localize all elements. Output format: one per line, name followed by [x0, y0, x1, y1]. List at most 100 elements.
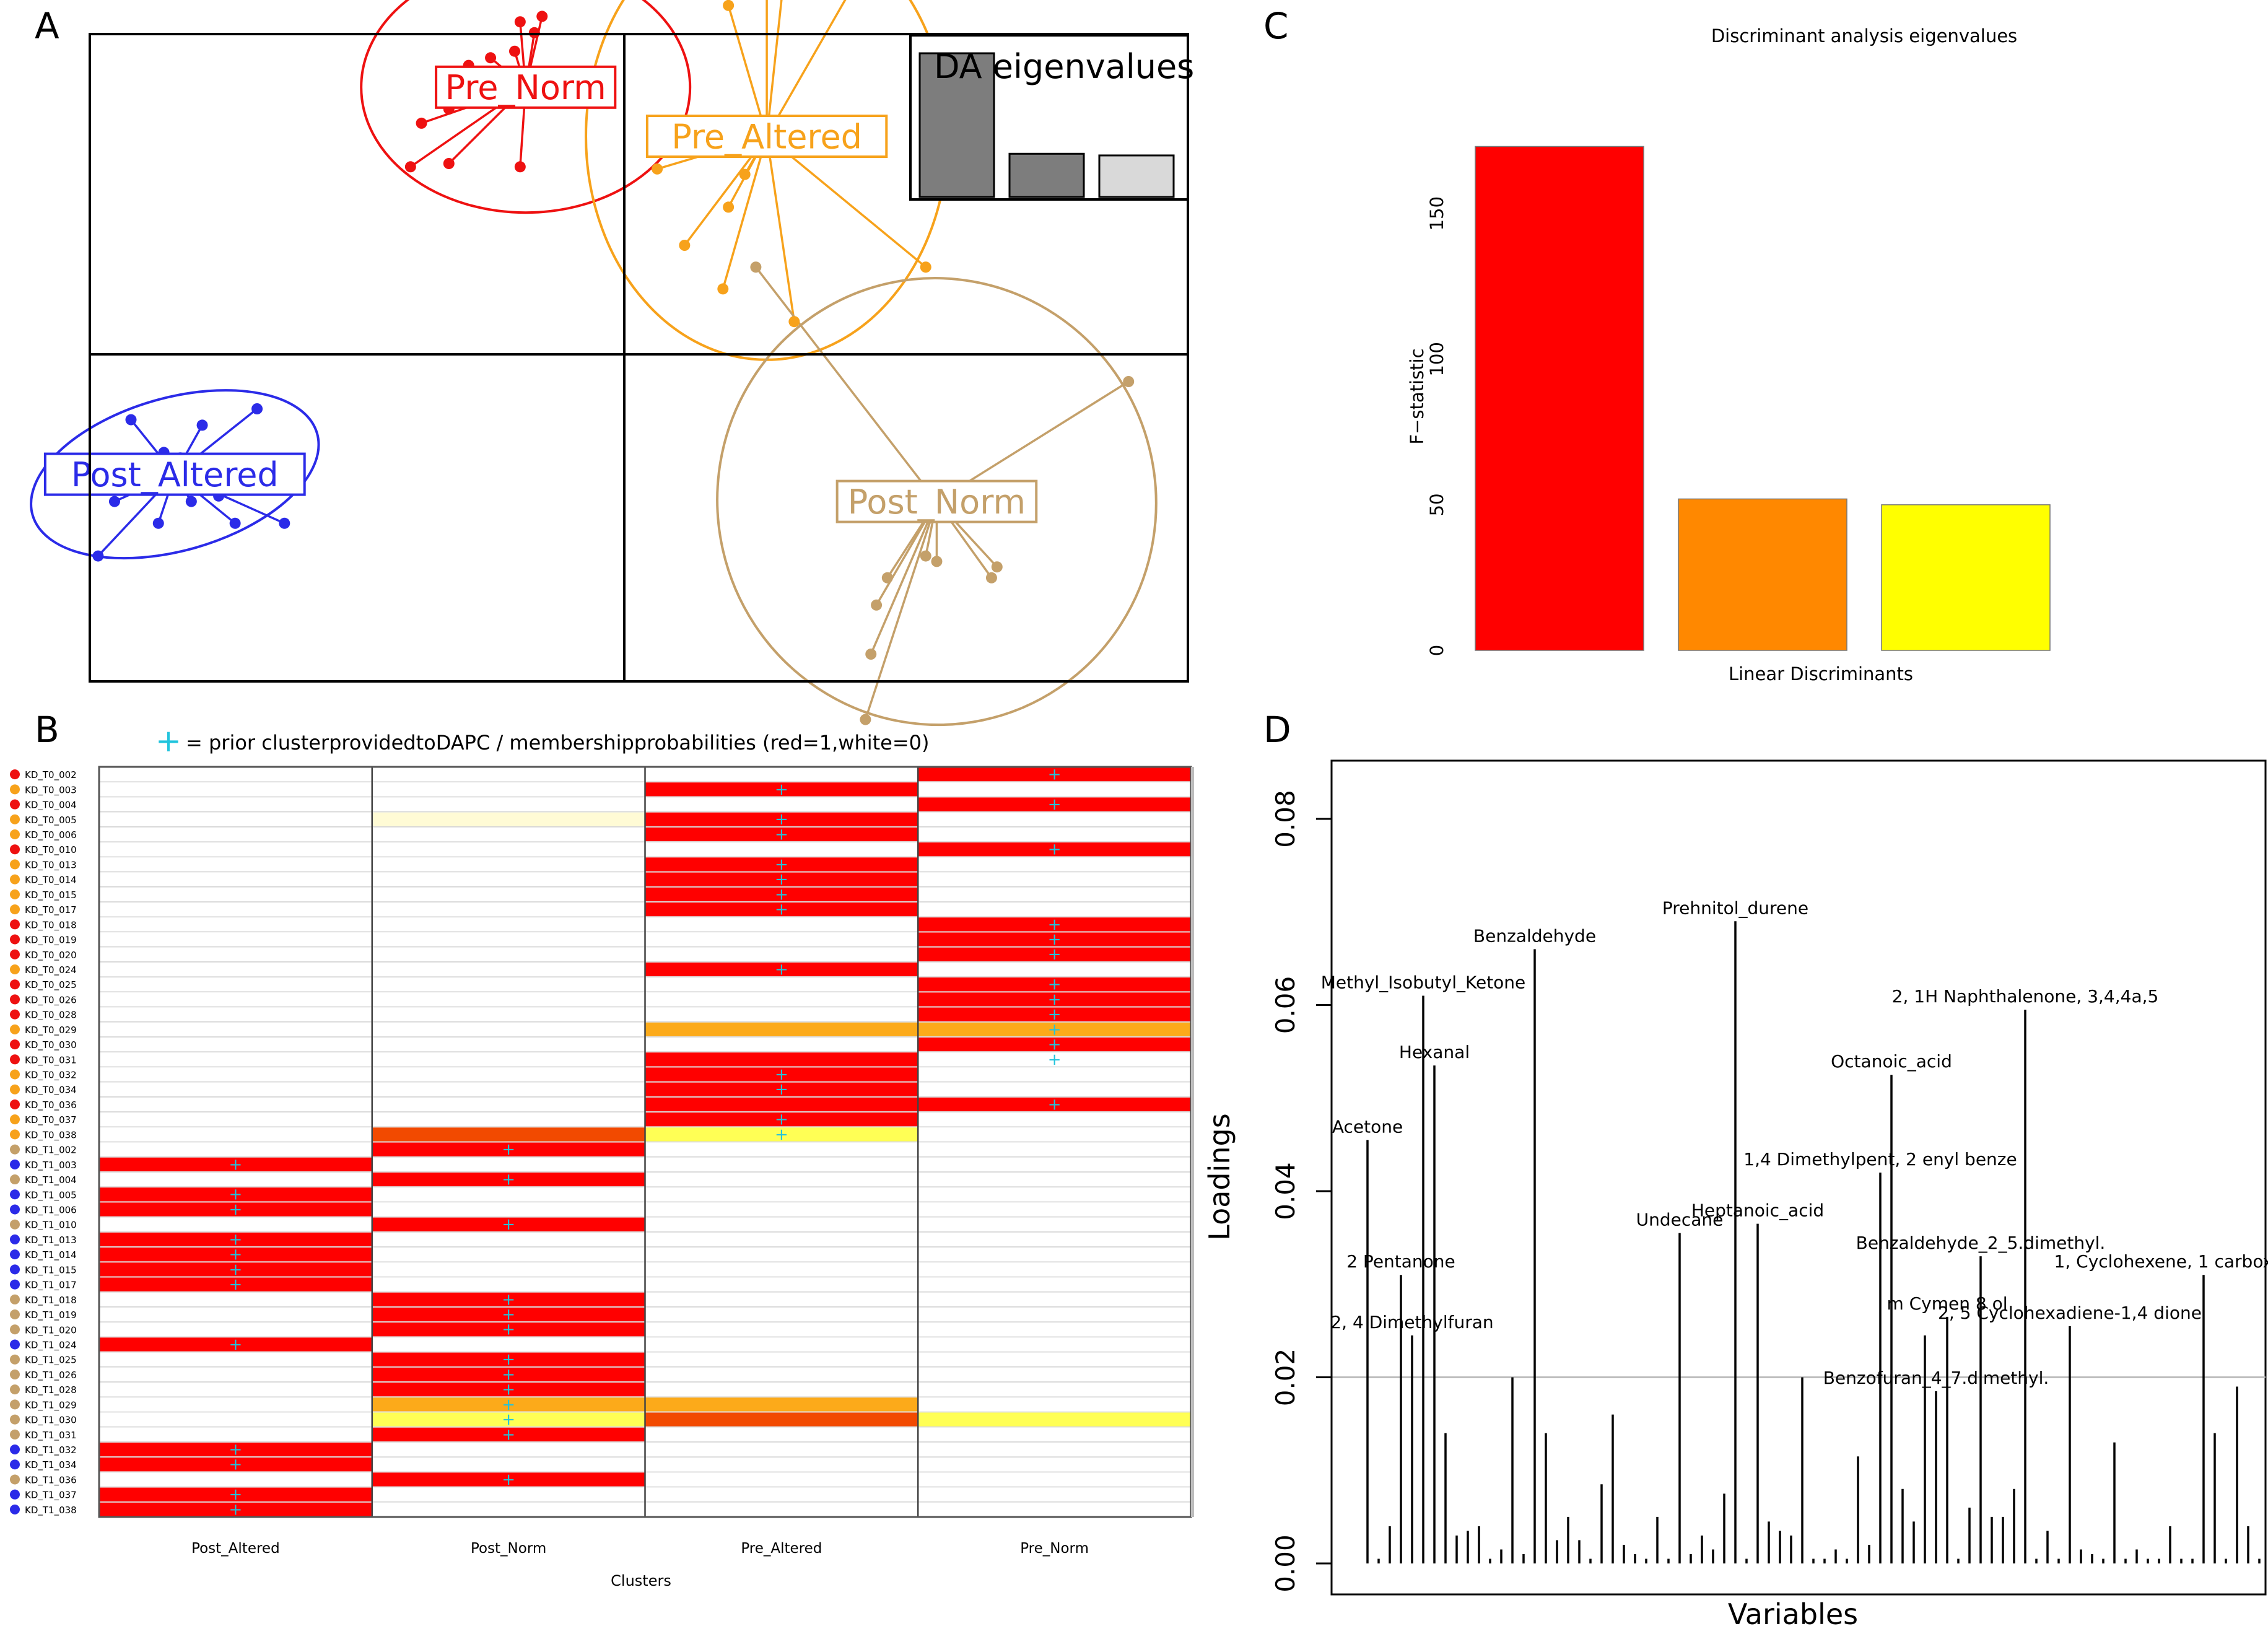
pa-point-pre_altered [717, 283, 729, 295]
pb-row-dot [10, 979, 20, 990]
pb-row-dot [10, 814, 20, 824]
pa-link-pre_altered [765, 135, 927, 268]
pb-row-dot [10, 844, 20, 855]
pb-cell [918, 917, 1191, 932]
pb-cell [645, 827, 918, 842]
pa-point-post_norm [881, 572, 893, 584]
pa-point-pre_norm [528, 27, 540, 38]
pb-row-dot [10, 784, 20, 795]
pc-tick-label: 0 [1426, 645, 1447, 656]
pb-cell [99, 1458, 372, 1472]
panel-label-b: B [35, 709, 59, 751]
pb-prior-marker: + [1048, 841, 1062, 859]
pb-row-label: KD_T0_020 [25, 950, 77, 961]
panel-label-a: A [35, 5, 59, 47]
pb-row-dot [10, 1445, 20, 1455]
pb-prior-marker: + [1048, 1095, 1062, 1114]
pa-ellipse-post_norm [716, 277, 1158, 727]
pa-link-pre_altered [765, 136, 796, 322]
pb-cell [372, 1172, 645, 1187]
pa-point-pre_altered [788, 316, 800, 328]
pb-prior-marker: + [775, 901, 788, 919]
pb-row-label: KD_T1_003 [25, 1160, 77, 1171]
pb-row-label: KD_T1_034 [25, 1459, 77, 1471]
pb-cell [918, 842, 1191, 857]
pb-row-label: KD_T0_014 [25, 875, 77, 886]
pc-bar [1475, 146, 1644, 651]
pb-row-label: KD_T0_030 [25, 1039, 77, 1051]
pa-point-pre_norm [404, 161, 416, 173]
pb-cell [99, 1337, 372, 1352]
pd-annotation: Methyl_Isobutyl_Ketone [1321, 972, 1526, 992]
pb-prior-marker: + [229, 1155, 242, 1174]
pb-prior-marker: + [502, 1471, 515, 1489]
pc-tick-label: 150 [1426, 196, 1447, 230]
pb-row-label: KD_T1_032 [25, 1445, 77, 1456]
pa-label-box-post_altered [43, 452, 306, 496]
panel-d-loadings: Acetone 2 Pentanone 2, 4 Dimethylfuran Meth… [1203, 759, 2268, 1626]
panel-a-scatter: Pre_Norm Pre_Altered Post_Norm Post_Altered… [30, 0, 1194, 727]
pb-cell [372, 1142, 645, 1156]
pa-labels: Pre_Norm Pre_Altered Post_Norm Post_Altered [43, 65, 1038, 523]
pc-y-ticks: 0 50 100 150 [1426, 196, 1447, 656]
pb-plus-marker: + [155, 723, 181, 759]
pa-point-pre_altered [679, 240, 691, 251]
pb-prior-marker: + [229, 1500, 242, 1519]
pb-cell [918, 1097, 1191, 1112]
pa-point-post_norm [750, 261, 762, 273]
pb-row-label: KD_T1_002 [25, 1145, 77, 1156]
pb-row-dot [10, 994, 20, 1005]
pb-prior-marker: + [502, 1215, 515, 1234]
pd-annotation: 2, 4 Dimethylfuran [1330, 1312, 1493, 1332]
pb-row-label: KD_T1_020 [25, 1324, 77, 1336]
pb-row-dot [10, 1054, 20, 1065]
pb-cell [372, 1292, 645, 1306]
panel-c-bar: Discriminant analysis eigenvalues 0 50 100… [1407, 25, 2051, 684]
pc-tick-label: 100 [1426, 342, 1447, 376]
pb-row-dot [10, 1354, 20, 1365]
pb-cell [918, 932, 1191, 946]
pd-ylabel: Loadings [1203, 1113, 1236, 1240]
pb-row-dot [10, 964, 20, 974]
pb-prior-marker: + [229, 1335, 242, 1354]
pb-row-dot [10, 1504, 20, 1515]
pb-row-label: KD_T1_018 [25, 1295, 77, 1306]
pd-annotation: Hexanal [1399, 1042, 1470, 1062]
pb-cell [372, 1397, 645, 1412]
pa-ellipse-post_altered [30, 389, 320, 560]
pb-row-label: KD_T0_017 [25, 904, 77, 916]
pd-y-ticks: 0.00 0.02 0.04 0.06 0.08 [1270, 790, 1333, 1593]
pb-prior-marker: + [502, 1140, 515, 1159]
pb-column-label: Pre_Norm [1020, 1541, 1089, 1557]
pb-prior-marker: + [229, 1230, 242, 1249]
pb-cell [99, 1502, 372, 1516]
pa-point-post_norm [985, 572, 997, 584]
pb-row-dot [10, 1429, 20, 1440]
pb-prior-marker: + [502, 1396, 515, 1414]
panel-b-heatmap: + = prior clusterprovidedtoDAPC / member… [10, 723, 1194, 1589]
panel-label-d: D [1263, 709, 1291, 751]
pd-tick-label: 0.06 [1270, 976, 1301, 1034]
pd-annotation: 2 Pentanone [1346, 1251, 1455, 1272]
pb-cell [918, 797, 1191, 811]
pd-annotation: Benzaldehyde [1473, 925, 1596, 946]
pb-column-labels: Post_Altered Post_Norm Pre_Altered Pre_Norm [191, 1541, 1089, 1557]
pa-point-post_norm [1123, 376, 1135, 387]
pb-row-labels: KD_T0_002 KD_T0_003 KD_T0_004 KD_T0_005 KD_T… [10, 769, 77, 1516]
pb-prior-marker: + [502, 1381, 515, 1399]
pb-prior-marker: + [502, 1410, 515, 1429]
pd-annotation: 1,4 Dimethylpent, 2 enyl benze [1743, 1149, 2017, 1169]
pb-cell [645, 872, 918, 886]
pb-prior-marker: + [229, 1456, 242, 1474]
pb-row-label: KD_T1_024 [25, 1339, 77, 1351]
pb-row-label: KD_T1_036 [25, 1474, 77, 1486]
pa-point-post_norm [860, 714, 871, 725]
pa-link-post_norm [755, 266, 938, 502]
pb-prior-marker: + [775, 1065, 788, 1084]
pb-title: = prior clusterprovidedtoDAPC / membersh… [186, 731, 930, 754]
pb-row-label: KD_T0_034 [25, 1085, 77, 1096]
pb-row-dot [10, 1024, 20, 1034]
pa-point-pre_altered [652, 163, 663, 175]
pb-row-label: KD_T0_037 [25, 1114, 77, 1126]
